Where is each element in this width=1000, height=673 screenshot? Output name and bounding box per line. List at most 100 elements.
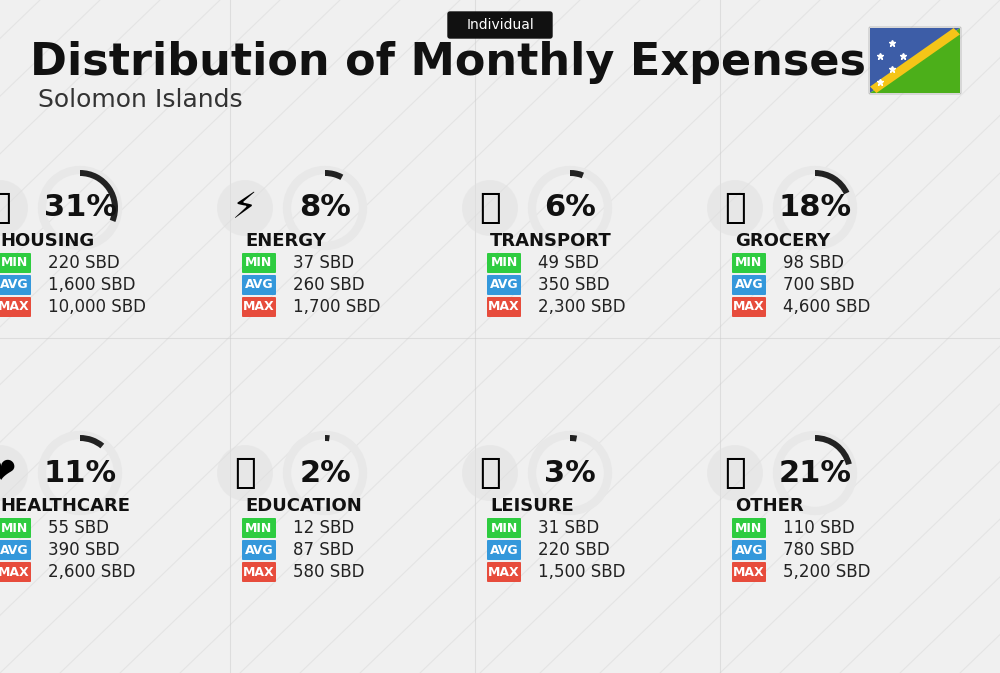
Text: 🛍: 🛍 <box>479 456 501 490</box>
Circle shape <box>217 445 273 501</box>
Text: Individual: Individual <box>466 18 534 32</box>
Text: MAX: MAX <box>243 565 275 579</box>
Text: 🎓: 🎓 <box>234 456 256 490</box>
Text: Solomon Islands: Solomon Islands <box>38 88 243 112</box>
Text: MAX: MAX <box>0 565 30 579</box>
Wedge shape <box>325 435 330 441</box>
Wedge shape <box>80 435 104 448</box>
Circle shape <box>0 445 28 501</box>
Polygon shape <box>870 28 960 93</box>
FancyBboxPatch shape <box>487 518 521 538</box>
Text: 49 SBD: 49 SBD <box>538 254 599 272</box>
Text: 3%: 3% <box>544 458 596 487</box>
Wedge shape <box>570 435 577 441</box>
Text: 260 SBD: 260 SBD <box>293 276 365 294</box>
Text: 1,600 SBD: 1,600 SBD <box>48 276 136 294</box>
Text: AVG: AVG <box>0 279 28 291</box>
Text: HEALTHCARE: HEALTHCARE <box>0 497 130 515</box>
Text: TRANSPORT: TRANSPORT <box>490 232 612 250</box>
FancyBboxPatch shape <box>732 253 766 273</box>
Text: MAX: MAX <box>243 301 275 314</box>
FancyBboxPatch shape <box>0 518 31 538</box>
Text: AVG: AVG <box>490 544 518 557</box>
Text: MAX: MAX <box>733 301 765 314</box>
Polygon shape <box>870 28 960 93</box>
Text: 6%: 6% <box>544 194 596 223</box>
Text: AVG: AVG <box>735 544 763 557</box>
Text: 5,200 SBD: 5,200 SBD <box>783 563 870 581</box>
Text: MIN: MIN <box>245 522 273 534</box>
Text: AVG: AVG <box>735 279 763 291</box>
FancyBboxPatch shape <box>487 275 521 295</box>
Text: MIN: MIN <box>735 522 763 534</box>
Text: 🚌: 🚌 <box>479 191 501 225</box>
Text: 10,000 SBD: 10,000 SBD <box>48 298 146 316</box>
Text: MIN: MIN <box>0 522 28 534</box>
Text: 2,300 SBD: 2,300 SBD <box>538 298 626 316</box>
Text: AVG: AVG <box>490 279 518 291</box>
Wedge shape <box>815 170 849 194</box>
Text: ❤: ❤ <box>0 456 15 490</box>
Text: 98 SBD: 98 SBD <box>783 254 844 272</box>
Text: 55 SBD: 55 SBD <box>48 519 109 537</box>
Circle shape <box>462 180 518 236</box>
Wedge shape <box>815 435 852 465</box>
Text: MAX: MAX <box>733 565 765 579</box>
Text: 2,600 SBD: 2,600 SBD <box>48 563 136 581</box>
FancyBboxPatch shape <box>0 253 31 273</box>
Text: ⚡: ⚡ <box>232 191 258 225</box>
Circle shape <box>0 180 28 236</box>
Text: Distribution of Monthly Expenses: Distribution of Monthly Expenses <box>30 42 866 85</box>
FancyBboxPatch shape <box>732 275 766 295</box>
Text: MAX: MAX <box>488 301 520 314</box>
FancyBboxPatch shape <box>242 562 276 582</box>
Text: MIN: MIN <box>245 256 273 269</box>
Text: 8%: 8% <box>299 194 351 223</box>
Wedge shape <box>570 170 584 178</box>
FancyBboxPatch shape <box>487 297 521 317</box>
Text: 110 SBD: 110 SBD <box>783 519 855 537</box>
Text: 1,700 SBD: 1,700 SBD <box>293 298 380 316</box>
Text: OTHER: OTHER <box>735 497 804 515</box>
Text: 580 SBD: 580 SBD <box>293 563 364 581</box>
FancyBboxPatch shape <box>487 253 521 273</box>
Circle shape <box>707 180 763 236</box>
FancyBboxPatch shape <box>0 275 31 295</box>
FancyBboxPatch shape <box>0 540 31 560</box>
FancyBboxPatch shape <box>242 297 276 317</box>
Text: 11%: 11% <box>43 458 117 487</box>
Text: AVG: AVG <box>245 279 273 291</box>
Text: 💰: 💰 <box>724 456 746 490</box>
Wedge shape <box>80 170 118 222</box>
Circle shape <box>217 180 273 236</box>
Text: EDUCATION: EDUCATION <box>245 497 362 515</box>
Circle shape <box>462 445 518 501</box>
Text: 🏢: 🏢 <box>0 191 11 225</box>
Text: 31 SBD: 31 SBD <box>538 519 599 537</box>
Text: LEISURE: LEISURE <box>490 497 574 515</box>
Circle shape <box>707 445 763 501</box>
FancyBboxPatch shape <box>242 518 276 538</box>
FancyBboxPatch shape <box>0 562 31 582</box>
Text: MIN: MIN <box>0 256 28 269</box>
FancyBboxPatch shape <box>448 12 552 38</box>
FancyBboxPatch shape <box>732 540 766 560</box>
Text: 21%: 21% <box>778 458 852 487</box>
Text: 4,600 SBD: 4,600 SBD <box>783 298 870 316</box>
Text: 18%: 18% <box>778 194 852 223</box>
Text: 87 SBD: 87 SBD <box>293 541 354 559</box>
Text: 1,500 SBD: 1,500 SBD <box>538 563 626 581</box>
FancyBboxPatch shape <box>732 562 766 582</box>
FancyBboxPatch shape <box>242 253 276 273</box>
Text: AVG: AVG <box>245 544 273 557</box>
Text: AVG: AVG <box>0 544 28 557</box>
FancyBboxPatch shape <box>487 562 521 582</box>
FancyBboxPatch shape <box>242 540 276 560</box>
FancyBboxPatch shape <box>732 518 766 538</box>
Text: ENERGY: ENERGY <box>245 232 326 250</box>
Text: HOUSING: HOUSING <box>0 232 94 250</box>
FancyBboxPatch shape <box>732 297 766 317</box>
Text: 220 SBD: 220 SBD <box>48 254 120 272</box>
Text: 780 SBD: 780 SBD <box>783 541 854 559</box>
Text: 🛒: 🛒 <box>724 191 746 225</box>
